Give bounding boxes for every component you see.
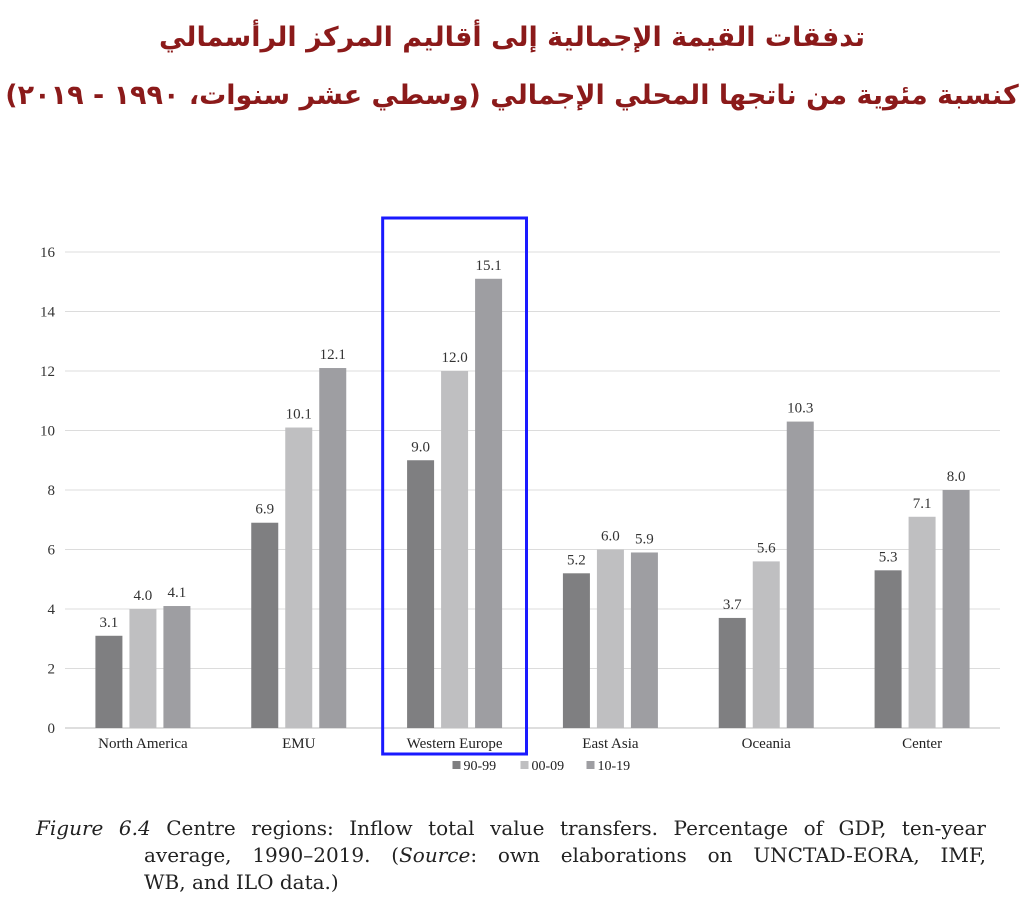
bar (908, 516, 936, 728)
bar (718, 617, 746, 728)
y-tick-label: 0 (48, 721, 56, 737)
figure-caption: Figure 6.4 Centre regions: Inflow total … (36, 815, 986, 896)
data-label: 5.2 (567, 552, 586, 568)
data-label: 7.1 (913, 496, 932, 512)
data-label: 8.0 (947, 469, 966, 485)
bar (95, 635, 123, 728)
data-label: 5.9 (635, 531, 654, 547)
y-tick-label: 4 (48, 602, 56, 618)
bar (630, 552, 658, 728)
legend-swatch (452, 761, 461, 769)
data-label: 15.1 (475, 258, 501, 274)
y-tick-label: 6 (48, 543, 56, 559)
data-label: 10.1 (286, 407, 312, 423)
caption-line-2: average, 1990–2019. (Source: own elabora… (36, 842, 986, 869)
data-label: 9.0 (411, 439, 430, 455)
data-label: 6.9 (255, 502, 274, 518)
bar (942, 490, 970, 728)
bar (319, 368, 347, 728)
bar (251, 522, 279, 728)
bar (285, 427, 313, 728)
bar (163, 606, 191, 728)
chart-title-arabic-line2: كنسبة مئوية من ناتجها المحلي الإجمالي (و… (5, 80, 1019, 111)
data-label: 12.0 (441, 350, 467, 366)
legend-label: 10-19 (598, 759, 631, 774)
caption-text-2b: : own elaborations on UNCTAD-EORA, IMF, (470, 843, 986, 867)
data-label: 5.6 (757, 540, 776, 556)
category-label: Center (902, 736, 942, 752)
caption-text-1: Centre regions: Inflow total value trans… (150, 816, 986, 840)
bar (129, 609, 157, 728)
source-word: Source (399, 843, 471, 867)
bar (752, 561, 780, 728)
bar (407, 460, 435, 728)
y-tick-label: 12 (40, 364, 55, 380)
data-label: 4.0 (134, 588, 153, 604)
caption-line-3: WB, and ILO data.) (144, 870, 339, 894)
data-label: 6.0 (601, 529, 620, 545)
y-tick-label: 16 (40, 245, 56, 261)
data-label: 5.3 (879, 549, 898, 565)
highlight-box (381, 216, 528, 756)
bar (874, 570, 902, 728)
category-label: Western Europe (407, 736, 503, 752)
y-tick-label: 2 (48, 662, 56, 678)
category-label: EMU (282, 736, 316, 752)
y-tick-label: 10 (40, 424, 55, 440)
bar (562, 573, 590, 728)
figure-label: Figure 6.4 (36, 816, 151, 840)
y-tick-label: 8 (48, 483, 56, 499)
legend-swatch (520, 761, 529, 769)
legend-label: 00-09 (532, 759, 565, 774)
legend-label: 90-99 (464, 759, 497, 774)
caption-line-1: Figure 6.4 Centre regions: Inflow total … (36, 815, 986, 842)
category-label: East Asia (582, 736, 639, 752)
category-label: Oceania (742, 736, 791, 752)
category-label: North America (98, 736, 188, 752)
data-label: 3.7 (723, 597, 742, 613)
chart-title-arabic-line1: تدفقات القيمة الإجمالية إلى أقاليم المرك… (158, 22, 866, 53)
data-label: 12.1 (320, 347, 346, 363)
data-label: 3.1 (100, 615, 119, 631)
bar (786, 421, 814, 728)
caption-text-2a: average, 1990–2019. ( (144, 843, 400, 867)
data-label: 10.3 (787, 401, 813, 417)
bar (441, 371, 469, 728)
bar (475, 278, 503, 728)
bar (596, 549, 624, 728)
legend-swatch (586, 761, 595, 769)
data-label: 4.1 (168, 585, 187, 601)
bar-chart: 0 2 4 6 8 10 12 14 16 3.1 4.0 4.1 North America 6.9 10… (40, 216, 1000, 774)
y-tick-label: 14 (40, 305, 56, 321)
